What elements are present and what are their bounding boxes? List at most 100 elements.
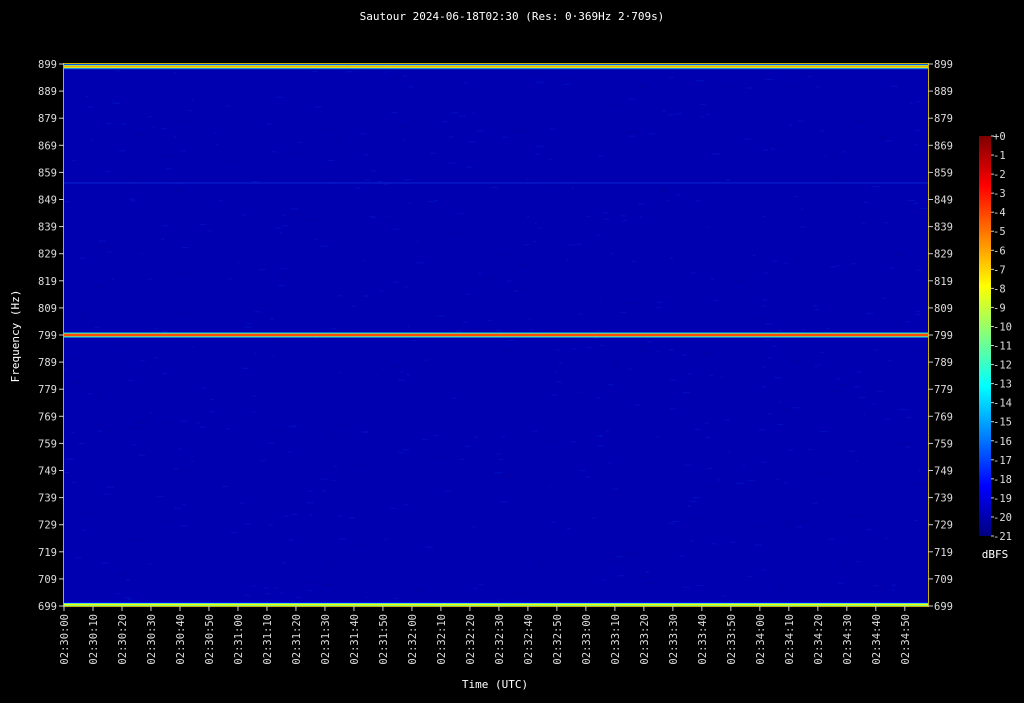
noise-speck bbox=[232, 99, 235, 101]
noise-speck bbox=[430, 373, 434, 375]
noise-speck bbox=[762, 216, 766, 218]
noise-speck bbox=[706, 114, 711, 116]
noise-speck bbox=[434, 200, 438, 202]
noise-speck bbox=[712, 299, 719, 302]
noise-speck bbox=[739, 530, 745, 532]
noise-speck bbox=[281, 267, 288, 269]
noise-speck bbox=[707, 226, 711, 228]
noise-speck bbox=[348, 517, 355, 519]
noise-speck bbox=[572, 187, 575, 189]
noise-speck bbox=[856, 371, 862, 373]
noise-speck bbox=[430, 152, 436, 154]
signal-core bbox=[64, 604, 928, 606]
noise-speck bbox=[818, 204, 826, 206]
x-tick-label: 02:30:20 bbox=[117, 614, 129, 665]
noise-speck bbox=[173, 468, 178, 470]
noise-speck bbox=[690, 272, 697, 274]
x-tick-label: 02:34:20 bbox=[813, 614, 825, 665]
noise-speck bbox=[863, 201, 869, 203]
colorbar-tick-label: -9 bbox=[993, 302, 1006, 314]
noise-speck bbox=[715, 475, 719, 477]
noise-speck bbox=[665, 252, 673, 254]
noise-speck bbox=[579, 391, 583, 393]
noise-speck bbox=[227, 105, 230, 107]
y-tick-label-right: 839 bbox=[934, 222, 953, 234]
y-axis-left: 899 889 879 869 859 849 839 829 819 809 799 789 779 7… bbox=[38, 59, 64, 613]
noise-speck bbox=[314, 106, 322, 108]
signal-line bbox=[64, 64, 928, 70]
noise-speck bbox=[817, 363, 822, 365]
noise-speck bbox=[709, 570, 716, 572]
noise-speck bbox=[824, 113, 828, 115]
noise-speck bbox=[390, 507, 397, 509]
noise-speck bbox=[754, 544, 762, 546]
noise-speck bbox=[685, 464, 692, 466]
noise-speck bbox=[763, 339, 772, 341]
noise-speck bbox=[263, 587, 269, 589]
noise-speck bbox=[200, 223, 207, 225]
noise-speck bbox=[669, 76, 674, 78]
noise-speck bbox=[655, 436, 659, 438]
noise-speck bbox=[460, 282, 464, 284]
noise-speck bbox=[820, 351, 825, 354]
noise-speck bbox=[98, 275, 103, 277]
noise-speck bbox=[688, 519, 692, 521]
noise-speck bbox=[691, 283, 695, 285]
noise-speck bbox=[653, 74, 657, 76]
noise-speck bbox=[502, 136, 509, 138]
noise-speck bbox=[137, 426, 143, 428]
noise-speck bbox=[802, 339, 805, 341]
noise-speck bbox=[327, 160, 335, 162]
noise-speck bbox=[763, 305, 767, 307]
noise-speck bbox=[183, 272, 189, 274]
noise-speck bbox=[199, 115, 207, 117]
noise-speck bbox=[855, 460, 859, 462]
y-tick-label: 739 bbox=[38, 493, 57, 505]
noise-speck bbox=[650, 275, 654, 277]
noise-speck bbox=[421, 93, 426, 95]
noise-speck bbox=[639, 216, 643, 218]
noise-speck bbox=[79, 257, 86, 259]
noise-speck bbox=[678, 247, 684, 249]
noise-speck bbox=[261, 460, 266, 462]
noise-speck bbox=[495, 317, 499, 319]
y-tick-label: 809 bbox=[38, 303, 57, 315]
noise-speck bbox=[451, 112, 459, 114]
noise-speck bbox=[700, 269, 708, 271]
noise-speck bbox=[878, 136, 885, 138]
noise-speck bbox=[921, 301, 926, 303]
noise-speck bbox=[626, 302, 634, 305]
x-tick-label: 02:34:10 bbox=[784, 614, 796, 665]
noise-speck bbox=[866, 529, 872, 531]
noise-speck bbox=[531, 373, 537, 375]
noise-speck bbox=[254, 352, 258, 354]
noise-speck bbox=[647, 582, 655, 584]
noise-speck bbox=[828, 538, 835, 540]
noise-speck bbox=[696, 584, 704, 586]
noise-speck bbox=[330, 178, 337, 180]
noise-speck bbox=[437, 315, 446, 317]
noise-speck bbox=[131, 176, 139, 179]
noise-speck bbox=[379, 290, 384, 292]
noise-speck bbox=[905, 446, 911, 448]
noise-speck bbox=[106, 431, 112, 434]
noise-speck bbox=[682, 586, 687, 588]
noise-speck bbox=[215, 143, 218, 145]
noise-speck bbox=[81, 132, 86, 134]
noise-speck bbox=[112, 102, 120, 104]
y-tick-label: 769 bbox=[38, 411, 57, 423]
noise-speck bbox=[402, 139, 405, 141]
noise-speck bbox=[768, 357, 774, 359]
noise-speck bbox=[118, 150, 127, 152]
noise-speck bbox=[87, 106, 94, 108]
noise-speck bbox=[815, 308, 819, 310]
noise-speck bbox=[296, 597, 303, 599]
noise-speck bbox=[288, 426, 296, 428]
noise-speck bbox=[895, 254, 904, 256]
noise-speck bbox=[338, 295, 343, 297]
noise-speck bbox=[735, 482, 744, 484]
x-tick-label: 02:34:30 bbox=[842, 614, 854, 665]
noise-speck bbox=[190, 244, 193, 246]
noise-speck bbox=[271, 151, 278, 153]
